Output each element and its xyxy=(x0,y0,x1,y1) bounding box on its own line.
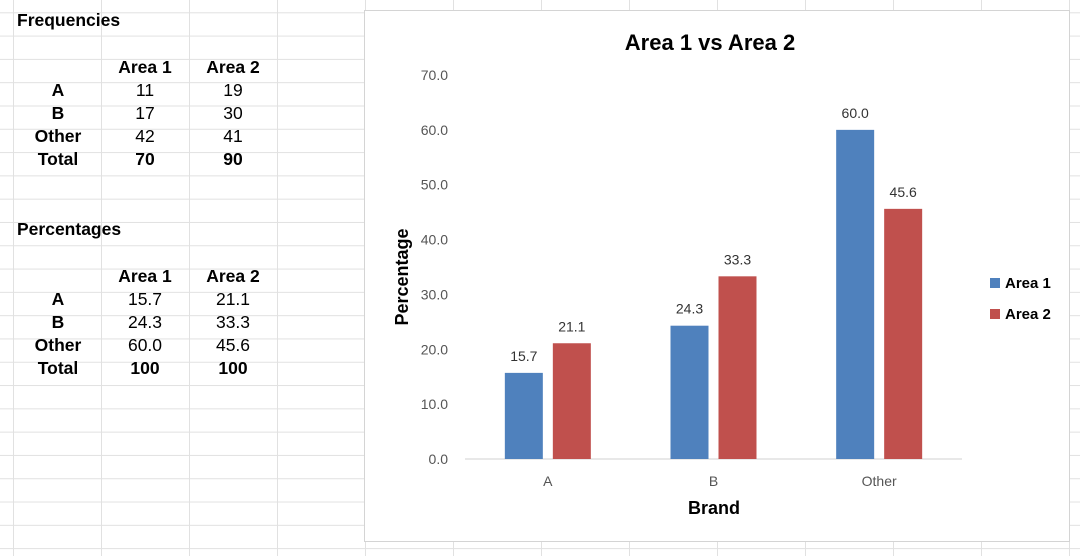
percentages-cell: 45.6 xyxy=(215,335,251,355)
y-tick-label: 10.0 xyxy=(421,396,448,412)
data-label: 24.3 xyxy=(676,301,703,317)
legend-label: Area 1 xyxy=(1005,275,1051,292)
percentages-row-label: Other xyxy=(34,335,82,355)
percentages-header-area1: Area 1 xyxy=(118,266,172,286)
y-tick-label: 50.0 xyxy=(421,177,448,193)
frequencies-header-area2: Area 2 xyxy=(206,57,260,77)
y-axis-label: Percentage xyxy=(392,228,412,325)
y-tick-label: 30.0 xyxy=(421,286,448,302)
data-label: 21.1 xyxy=(558,318,585,334)
data-label: 60.0 xyxy=(842,105,869,121)
y-tick-label: 70.0 xyxy=(421,67,448,83)
bar xyxy=(718,276,757,459)
percentages-row-label: B xyxy=(51,312,65,332)
frequencies-total-label: Total xyxy=(37,149,79,169)
frequencies-row-label: Other xyxy=(34,126,82,146)
chart-svg: Area 1 vs Area 2 Percentage Brand 0.0 10.… xyxy=(392,30,1051,518)
legend-swatch xyxy=(990,309,1000,319)
frequencies-cell: 11 xyxy=(135,80,155,100)
percentages-cell: 15.7 xyxy=(127,289,163,309)
x-tick-label: A xyxy=(543,473,553,489)
frequencies-cell: 30 xyxy=(223,103,243,123)
data-label: 33.3 xyxy=(724,251,751,267)
frequencies-row-label: A xyxy=(51,80,65,100)
data-label: 45.6 xyxy=(890,184,917,200)
bar xyxy=(884,208,923,459)
chart-title: Area 1 vs Area 2 xyxy=(625,30,795,55)
bar xyxy=(552,343,591,459)
frequencies-cell: 42 xyxy=(135,126,155,146)
bar xyxy=(670,325,709,459)
percentages-title: Percentages xyxy=(17,219,122,239)
frequencies-header-area1: Area 1 xyxy=(118,57,172,77)
percentages-cell: 33.3 xyxy=(215,312,251,332)
y-tick-label: 0.0 xyxy=(429,451,449,467)
bar xyxy=(836,129,875,459)
frequencies-cell: 17 xyxy=(135,103,155,123)
frequencies-total-cell: 90 xyxy=(223,149,243,169)
percentages-cell: 24.3 xyxy=(127,312,163,332)
bar xyxy=(504,372,543,459)
y-tick-label: 20.0 xyxy=(421,341,448,357)
percentages-cell: 21.1 xyxy=(215,289,251,309)
legend-label: Area 2 xyxy=(1005,306,1051,323)
y-tick-label: 60.0 xyxy=(421,122,448,138)
y-tick-label: 40.0 xyxy=(421,232,448,248)
percentages-header-area2: Area 2 xyxy=(206,266,260,286)
percentages-total-cell: 100 xyxy=(130,358,160,378)
legend: Area 1 Area 2 xyxy=(990,275,1051,323)
frequencies-total-cell: 70 xyxy=(135,149,155,169)
bars-group: 15.7 21.1 24.3 33.3 60.0 45.6 xyxy=(504,105,923,459)
percentages-total-cell: 100 xyxy=(218,358,248,378)
x-axis-ticks: A B Other xyxy=(543,473,897,489)
data-label: 15.7 xyxy=(510,348,537,364)
legend-swatch xyxy=(990,278,1000,288)
bar-chart[interactable]: Area 1 vs Area 2 Percentage Brand 0.0 10.… xyxy=(364,10,1070,542)
frequencies-cell: 41 xyxy=(223,126,243,146)
percentages-cell: 60.0 xyxy=(127,335,163,355)
percentages-total-label: Total xyxy=(37,358,79,378)
frequencies-row-label: B xyxy=(51,103,65,123)
frequencies-title: Frequencies xyxy=(17,10,121,30)
x-tick-label: Other xyxy=(862,473,897,489)
x-axis-label: Brand xyxy=(688,498,740,518)
x-tick-label: B xyxy=(709,473,718,489)
percentages-row-label: A xyxy=(51,289,65,309)
frequencies-cell: 19 xyxy=(223,80,243,100)
y-axis-ticks: 0.0 10.0 20.0 30.0 40.0 50.0 60.0 70.0 xyxy=(421,67,962,467)
